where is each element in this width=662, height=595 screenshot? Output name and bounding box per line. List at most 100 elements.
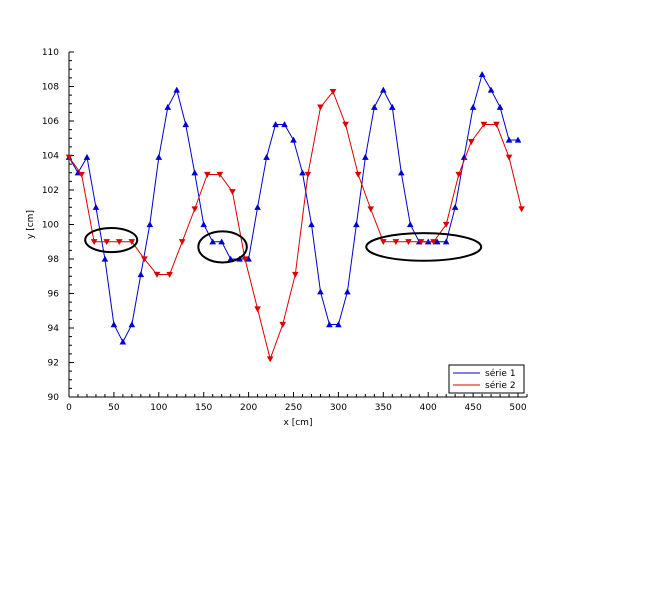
series-1-point bbox=[119, 338, 127, 345]
series-1-point bbox=[209, 238, 216, 245]
series-2-point bbox=[178, 239, 186, 246]
y-tick-label: 100 bbox=[42, 221, 59, 231]
x-tick-label: 200 bbox=[240, 403, 257, 413]
series-1-point bbox=[272, 121, 279, 128]
series-2-point bbox=[480, 121, 488, 128]
series-1-point bbox=[263, 153, 270, 160]
series-1-point bbox=[101, 255, 109, 262]
y-tick-label: 106 bbox=[42, 117, 59, 127]
legend-label-serie-1: série 1 bbox=[485, 368, 516, 379]
series-1-point bbox=[110, 321, 118, 328]
series-1-point bbox=[514, 136, 522, 143]
series-1-point bbox=[371, 103, 378, 110]
series-2-point bbox=[505, 154, 513, 161]
x-tick-label: 300 bbox=[330, 403, 347, 413]
series-2-point bbox=[417, 239, 425, 246]
series-2-point bbox=[191, 206, 199, 213]
series-1-point bbox=[353, 221, 360, 228]
series-1-point bbox=[317, 288, 324, 295]
series-1-point bbox=[227, 255, 234, 262]
legend: série 1 série 2 bbox=[448, 364, 525, 394]
series-2-point bbox=[455, 171, 463, 178]
x-tick-label: 450 bbox=[465, 403, 482, 413]
annotation-ellipse bbox=[365, 232, 483, 262]
series-2-point bbox=[203, 171, 211, 178]
y-tick-label: 96 bbox=[48, 290, 60, 300]
series-2-point bbox=[342, 121, 349, 128]
series-2-point bbox=[103, 239, 111, 246]
y-tick-label: 92 bbox=[48, 359, 59, 369]
series-1-point bbox=[442, 238, 450, 245]
series-1-point bbox=[191, 169, 199, 176]
series-1-point bbox=[335, 321, 342, 328]
x-tick-label: 50 bbox=[108, 403, 120, 413]
series-2-point bbox=[128, 239, 136, 246]
series-1-point bbox=[254, 203, 261, 210]
series-1-point bbox=[146, 221, 154, 228]
annotations bbox=[84, 226, 483, 264]
series-2-line bbox=[68, 90, 523, 361]
series-1-point bbox=[469, 103, 477, 110]
axes: 0 50 100 150 200 250 300 350 400 450 500 90 92 94 96 98… bbox=[42, 48, 528, 413]
series-2-point bbox=[141, 256, 148, 263]
series-1-point bbox=[83, 153, 91, 160]
series-1-point bbox=[344, 288, 351, 295]
series-2-point bbox=[354, 171, 362, 178]
x-axis-label: x [cm] bbox=[284, 418, 313, 428]
series-2-point bbox=[405, 239, 412, 246]
y-tick-label: 94 bbox=[48, 324, 60, 334]
series-2-point bbox=[229, 189, 236, 196]
x-tick-label: 150 bbox=[195, 403, 212, 413]
series-2-point bbox=[317, 104, 324, 111]
annotation-ellipse bbox=[84, 226, 139, 254]
legend-box bbox=[448, 364, 525, 394]
x-tick-label: 100 bbox=[150, 403, 167, 413]
series-2-point bbox=[380, 239, 387, 246]
series-1-point bbox=[218, 238, 225, 245]
series-1-point bbox=[326, 321, 333, 328]
y-axis-label: y [cm] bbox=[26, 210, 36, 239]
series-2-point bbox=[166, 271, 173, 278]
series-2-point bbox=[153, 271, 161, 278]
series-1-point bbox=[155, 153, 163, 160]
series-1-point bbox=[362, 153, 369, 160]
y-tick-label: 102 bbox=[42, 186, 59, 196]
x-tick-label: 400 bbox=[420, 403, 437, 413]
series-1-point bbox=[308, 221, 315, 228]
series-2-point bbox=[115, 239, 123, 246]
series-1-point bbox=[92, 203, 100, 210]
series-2-point bbox=[65, 154, 73, 161]
series-1-point bbox=[460, 153, 468, 160]
series-1-point bbox=[478, 71, 486, 78]
series-1-point bbox=[290, 136, 297, 143]
series-2-point bbox=[78, 171, 85, 178]
series-1-point bbox=[451, 203, 459, 210]
series-1-point bbox=[281, 121, 288, 128]
series-2-point bbox=[329, 89, 337, 95]
series-1-point bbox=[397, 169, 405, 176]
series-1-point bbox=[137, 271, 145, 278]
series-2-point bbox=[90, 239, 98, 246]
series-1-point bbox=[496, 103, 504, 110]
legend-label-serie-2: série 2 bbox=[485, 380, 516, 391]
series-1-point bbox=[200, 221, 208, 228]
y-tick-label: 90 bbox=[48, 393, 60, 403]
y-tick-label: 110 bbox=[42, 48, 59, 58]
series-1-point bbox=[182, 121, 190, 128]
annotation-ellipse bbox=[197, 230, 248, 264]
series-2-point bbox=[493, 121, 500, 128]
series-2-point bbox=[304, 171, 312, 178]
series-2-point bbox=[392, 239, 400, 246]
series-1-point bbox=[164, 103, 172, 110]
series-1-point bbox=[388, 103, 396, 110]
series-2-point bbox=[266, 356, 274, 363]
series-1-point bbox=[406, 221, 414, 228]
y-tick-label: 98 bbox=[48, 255, 60, 265]
series-2-point bbox=[254, 306, 261, 313]
series-2-point bbox=[367, 206, 375, 213]
series-1-point bbox=[380, 86, 387, 93]
series-2-point bbox=[279, 321, 287, 328]
series-1-point bbox=[433, 238, 441, 245]
series-1-point bbox=[245, 255, 252, 262]
x-tick-label: 350 bbox=[375, 403, 392, 413]
